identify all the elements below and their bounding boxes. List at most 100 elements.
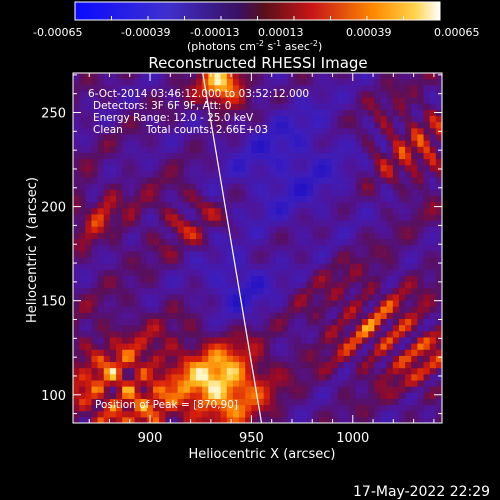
heatmap-cell xyxy=(122,239,129,246)
heatmap-cell xyxy=(398,392,406,400)
heatmap-cell xyxy=(275,226,283,234)
heatmap-cell xyxy=(146,386,154,394)
heatmap-cell xyxy=(257,214,265,221)
heatmap-cell xyxy=(122,214,129,221)
heatmap-cell xyxy=(300,183,308,191)
heatmap-cell xyxy=(288,116,295,123)
heatmap-cell xyxy=(159,165,166,172)
heatmap-cell xyxy=(177,398,185,406)
heatmap-cell xyxy=(146,202,154,209)
heatmap-cell xyxy=(189,349,197,357)
heatmap-cell xyxy=(177,109,185,117)
heatmap-cell xyxy=(362,392,369,400)
heatmap-cell xyxy=(435,398,442,406)
heatmap-cell xyxy=(220,208,228,215)
heatmap-cell xyxy=(73,152,80,160)
heatmap-cell xyxy=(343,319,351,326)
heatmap-cell xyxy=(251,275,258,283)
heatmap-cell xyxy=(91,85,98,92)
heatmap-cell xyxy=(257,331,265,338)
heatmap-cell xyxy=(146,275,154,283)
heatmap-cell xyxy=(386,269,394,277)
heatmap-cell xyxy=(220,251,228,258)
heatmap-cell xyxy=(122,386,129,394)
heatmap-cell xyxy=(300,239,308,246)
heatmap-cell xyxy=(282,392,289,400)
heatmap-cell xyxy=(374,208,381,215)
heatmap-cell xyxy=(405,251,412,258)
heatmap-cell xyxy=(435,97,442,105)
heatmap-cell xyxy=(429,331,437,338)
heatmap-cell xyxy=(435,214,442,221)
heatmap-cell xyxy=(269,202,277,209)
heatmap-cell xyxy=(245,220,252,228)
heatmap-cell xyxy=(134,294,142,301)
heatmap-cell xyxy=(122,355,129,363)
heatmap-cell xyxy=(405,349,412,357)
heatmap-cell xyxy=(97,103,105,111)
heatmap-cell xyxy=(263,79,271,86)
heatmap-cell xyxy=(405,79,412,86)
heatmap-cell xyxy=(411,392,418,400)
heatmap-cell xyxy=(417,275,424,283)
heatmap-cell xyxy=(245,319,252,326)
heatmap-cell xyxy=(140,355,148,363)
heatmap-cell xyxy=(146,116,154,123)
heatmap-cell xyxy=(214,146,221,154)
heatmap-cell xyxy=(85,288,92,295)
heatmap-cell xyxy=(183,411,191,418)
heatmap-cell xyxy=(73,220,80,228)
heatmap-cell xyxy=(294,306,301,314)
heatmap-cell xyxy=(177,312,185,320)
heatmap-cell xyxy=(79,368,86,375)
heatmap-cell xyxy=(282,263,289,271)
heatmap-cell xyxy=(152,411,160,418)
heatmap-cell xyxy=(319,245,326,252)
heatmap-cell xyxy=(319,294,326,301)
heatmap-cell xyxy=(97,282,105,289)
heatmap-cell xyxy=(220,417,228,423)
heatmap-cell xyxy=(319,398,326,406)
heatmap-cell xyxy=(177,282,185,289)
annotations: 6-Oct-2014 03:46:12.000 to 03:52:12.000 … xyxy=(88,88,309,411)
heatmap-cell xyxy=(312,208,320,215)
heatmap-cell xyxy=(429,214,437,221)
heatmap-cell xyxy=(122,294,129,301)
heatmap-cell xyxy=(232,128,240,135)
heatmap-cell xyxy=(140,282,148,289)
heatmap-cell xyxy=(386,202,394,209)
heatmap-cell xyxy=(97,417,105,423)
heatmap-cell xyxy=(343,380,351,388)
heatmap-cell xyxy=(306,73,314,80)
heatmap-cell xyxy=(226,319,234,326)
heatmap-cell xyxy=(116,251,123,258)
heatmap-cell xyxy=(312,337,320,344)
heatmap-cell xyxy=(343,146,351,154)
heatmap-cell xyxy=(128,128,135,135)
heatmap-cell xyxy=(122,152,129,160)
heatmap-cell xyxy=(134,79,142,86)
heatmap-cell xyxy=(319,109,326,117)
heatmap-cell xyxy=(429,73,437,80)
heatmap-cell xyxy=(159,343,166,351)
heatmap-cell xyxy=(374,269,381,277)
heatmap-cell xyxy=(306,362,314,369)
heatmap-cell xyxy=(355,152,363,160)
heatmap-cell xyxy=(282,220,289,228)
heatmap-cell xyxy=(140,177,148,185)
heatmap-cell xyxy=(140,189,148,197)
heatmap-cell xyxy=(73,159,80,166)
heatmap-cell xyxy=(85,368,92,375)
heatmap-cell xyxy=(362,269,369,277)
heatmap-cell xyxy=(91,239,98,246)
heatmap-cell xyxy=(257,122,265,129)
heatmap-cell xyxy=(362,85,369,92)
heatmap-cell xyxy=(183,319,191,326)
heatmap-cell xyxy=(177,134,185,142)
heatmap-cell xyxy=(146,177,154,185)
heatmap-cell xyxy=(122,337,129,344)
heatmap-cell xyxy=(405,183,412,191)
heatmap-cell xyxy=(245,275,252,283)
heatmap-cell xyxy=(386,116,394,123)
heatmap-cell xyxy=(325,159,332,166)
